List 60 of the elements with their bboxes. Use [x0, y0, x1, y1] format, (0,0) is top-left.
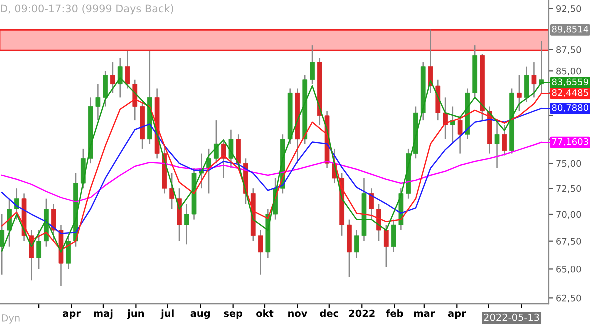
candlestick — [502, 124, 508, 156]
x-tick-label: mar — [414, 312, 436, 318]
candlestick — [310, 44, 315, 85]
candlestick — [103, 70, 108, 108]
y-tick-label: 70,00 — [556, 211, 582, 219]
candlestick — [354, 230, 360, 259]
candlestick — [214, 120, 219, 164]
x-tick-label: jul — [160, 310, 174, 320]
candlestick — [170, 172, 175, 210]
candlestick — [7, 198, 12, 248]
annotation: 77,1603 — [552, 138, 588, 146]
candlestick — [228, 129, 234, 170]
candlestick — [458, 115, 463, 154]
candlestick — [132, 79, 138, 122]
y-tick-label: 87,50 — [556, 46, 582, 54]
x-tick-label: sep — [224, 312, 243, 320]
candlestick — [384, 224, 389, 268]
y-tick-label: 92,50 — [556, 5, 582, 14]
y-tick-label: 62,50 — [556, 294, 582, 303]
y-tick-label: 75,00 — [556, 160, 582, 168]
candlestick — [494, 120, 500, 170]
x-tick-label: nov — [288, 312, 308, 318]
y-tick-label: 85,00 — [556, 68, 582, 76]
x-tick-label: apr — [448, 312, 466, 320]
text: Dyn — [2, 314, 20, 324]
candlestick — [391, 219, 396, 254]
x-tick-label: aug — [190, 312, 210, 320]
candlestick — [184, 203, 190, 246]
chart-title: D, 09:00-17:30 (9999 Days Back) — [1, 4, 174, 15]
candlestick — [66, 235, 72, 270]
candlestick — [258, 230, 264, 276]
y-tick-label: 72,50 — [556, 185, 582, 194]
band-label: 89,8514 — [552, 26, 589, 34]
x-tick-label: okt — [256, 310, 274, 318]
candlestick — [517, 74, 522, 112]
x-tick-label: apr — [63, 312, 81, 320]
candlestick — [221, 138, 226, 180]
x-tick-label: jun — [127, 310, 144, 320]
candlestick — [96, 84, 101, 122]
x-tick-label: maj — [94, 310, 113, 320]
candlestick — [376, 203, 382, 242]
text: 2022-05-13 — [484, 314, 540, 322]
candlestick — [36, 230, 42, 270]
y-tick-label: 65,00 — [556, 266, 582, 274]
candlestick — [110, 62, 116, 94]
candlestick — [532, 62, 537, 98]
annotation: 82,4485 — [552, 89, 588, 98]
annotation: 80,7880 — [552, 104, 588, 112]
candlestick — [524, 66, 530, 103]
candlestick — [125, 50, 130, 90]
annotation: 83,6559 — [552, 78, 588, 86]
candlestick — [0, 214, 5, 276]
candlestick — [369, 188, 374, 220]
candlestick — [51, 203, 56, 242]
y-tick-label: 67,50 — [556, 238, 582, 246]
candlestick — [118, 58, 123, 98]
candlestick — [428, 29, 434, 94]
x-tick-label: 2022 — [349, 310, 375, 318]
x-tick-label: feb — [386, 310, 404, 318]
x-tick-label: dec — [320, 310, 338, 318]
